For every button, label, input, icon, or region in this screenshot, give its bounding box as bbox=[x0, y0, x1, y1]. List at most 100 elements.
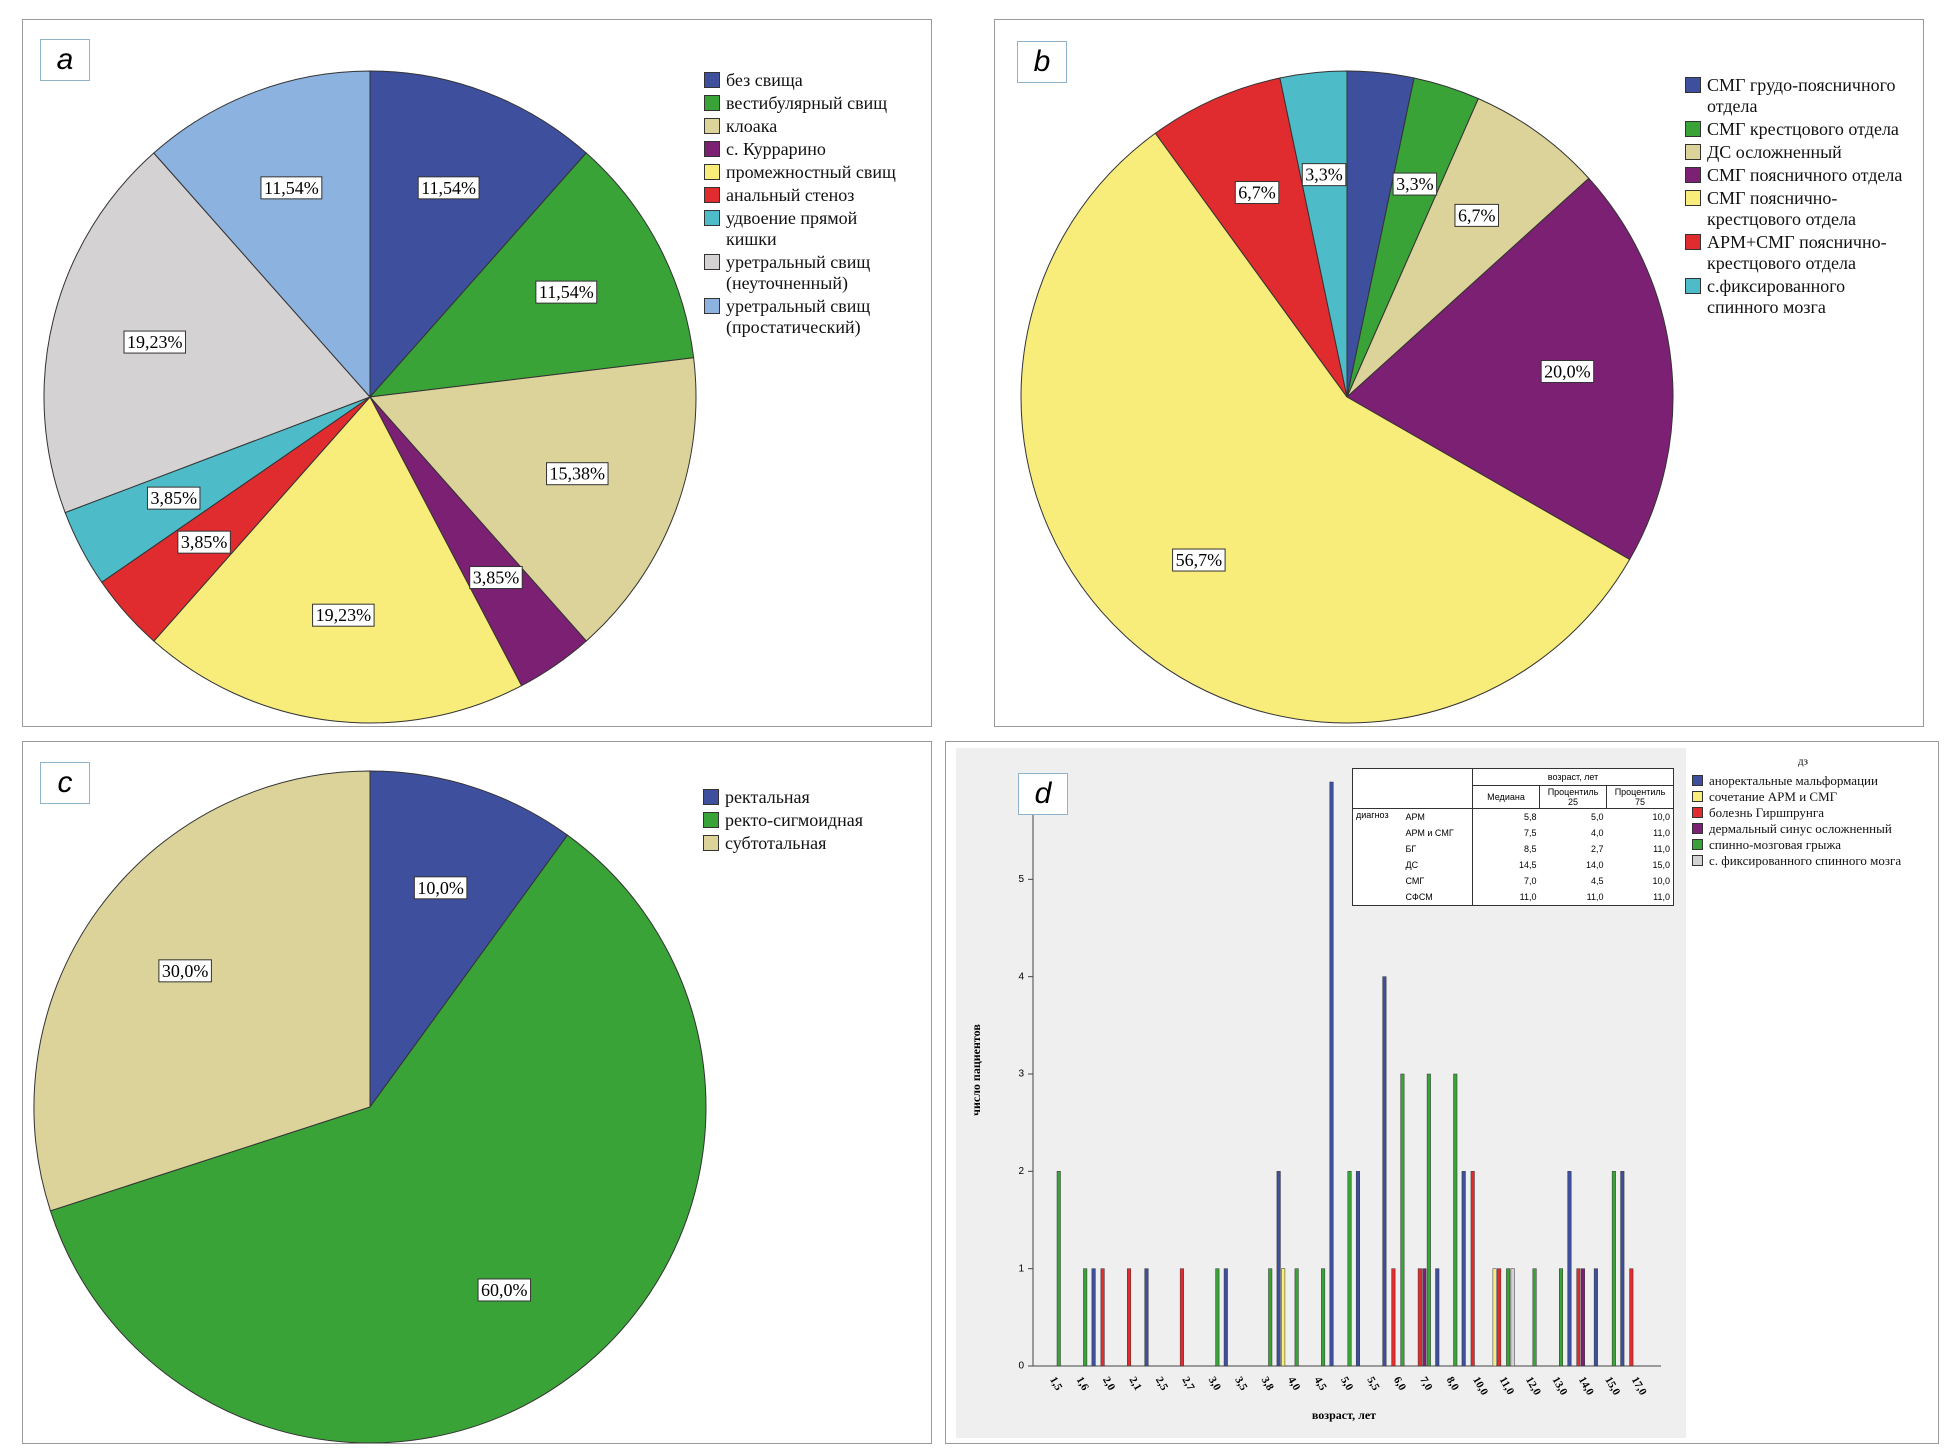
value-label: 15,38% bbox=[550, 464, 606, 484]
table-header: возраст, лет bbox=[1472, 768, 1674, 786]
legend-item: анальный стеноз bbox=[704, 185, 904, 206]
legend-text: промежностный свищ bbox=[726, 162, 896, 182]
panel-label: d bbox=[1018, 773, 1068, 815]
legend-swatch bbox=[704, 298, 720, 314]
bar bbox=[1179, 1268, 1184, 1367]
y-tick-label: 0 bbox=[1018, 1361, 1024, 1372]
value-label: 10,0% bbox=[417, 878, 464, 898]
bar bbox=[1426, 1073, 1431, 1367]
bar bbox=[1461, 1171, 1466, 1367]
value-label-box bbox=[413, 876, 468, 900]
legend-text: сочетание АРМ и СМГ bbox=[1709, 789, 1838, 804]
value-label: 3,3% bbox=[1305, 165, 1343, 185]
legend-swatch bbox=[1692, 839, 1703, 850]
legend-swatch bbox=[1692, 791, 1703, 802]
bar bbox=[1593, 1268, 1598, 1367]
x-axis-label: возраст, лет bbox=[1312, 1408, 1376, 1422]
legend-item: уретральный свищ (неуточненный) bbox=[704, 252, 904, 294]
bar bbox=[1453, 1073, 1458, 1367]
table-cell: 4,5 bbox=[1590, 876, 1604, 886]
legend-item: ректальная bbox=[703, 787, 923, 808]
value-label-box bbox=[312, 603, 375, 627]
legend-swatch bbox=[1685, 234, 1701, 250]
value-label: 6,7% bbox=[1238, 183, 1276, 203]
y-tick-label: 4 bbox=[1018, 971, 1024, 982]
legend-swatch bbox=[1692, 807, 1703, 818]
table-row: СМГ 7,0 4,5 10,0 bbox=[1353, 873, 1674, 889]
legend: СМГ грудо-поясничного отдела СМГ крестцов… bbox=[1685, 75, 1907, 320]
table-cell: 5,8 bbox=[1472, 808, 1540, 825]
legend-item: СМГ пояснично-крестцового отдела bbox=[1685, 188, 1907, 230]
legend-item: субтотальная bbox=[703, 833, 923, 854]
bar bbox=[1497, 1268, 1502, 1367]
legend-item: промежностный свищ bbox=[704, 162, 904, 183]
legend-swatch bbox=[704, 210, 720, 226]
bar bbox=[1127, 1268, 1132, 1367]
legend-swatch bbox=[704, 118, 720, 134]
bar bbox=[1321, 1268, 1326, 1367]
legend-text: анальный стеноз bbox=[726, 185, 855, 205]
value-label-box bbox=[260, 176, 323, 200]
table-row-label: АРМ и СМГ bbox=[1405, 828, 1454, 838]
bar bbox=[1576, 1268, 1581, 1367]
legend-text: ДС осложненный bbox=[1707, 142, 1842, 162]
legend-item: ректо-сигмоидная bbox=[703, 810, 923, 831]
bar bbox=[1435, 1268, 1440, 1367]
legend-swatch bbox=[1685, 121, 1701, 137]
pie-slice bbox=[1346, 97, 1590, 398]
bar bbox=[1347, 1171, 1352, 1367]
panel-b: 3,3% 6,7% 20,0% 56,7% 6,7% 3,3% СМГ грудо-пояс… bbox=[994, 19, 1924, 727]
legend-item: сочетание АРМ и СМГ bbox=[1692, 790, 1936, 804]
bar bbox=[1506, 1268, 1511, 1367]
pie-slice bbox=[49, 834, 707, 1443]
table-row: БГ 8,5 2,7 11,0 bbox=[1353, 841, 1674, 857]
panel-label: a bbox=[40, 39, 90, 81]
table-column-header: Медиана bbox=[1472, 785, 1540, 809]
legend-swatch bbox=[1685, 167, 1701, 183]
table-cell: 8,5 bbox=[1472, 841, 1540, 857]
pie-slice bbox=[1279, 70, 1348, 398]
bar bbox=[1391, 1268, 1396, 1367]
value-label-box bbox=[1172, 548, 1226, 572]
legend-swatch bbox=[1685, 77, 1701, 93]
table-row-label: АРМ bbox=[1405, 812, 1425, 822]
value-label: 11,54% bbox=[421, 178, 476, 198]
value-label-box bbox=[535, 280, 598, 304]
bar bbox=[1100, 1268, 1105, 1367]
value-label-box bbox=[158, 959, 212, 983]
value-label: 30,0% bbox=[162, 961, 209, 981]
legend-swatch bbox=[703, 789, 719, 805]
value-label: 3,85% bbox=[473, 568, 520, 588]
table-cell bbox=[1353, 769, 1473, 786]
legend-item: АРМ+СМГ пояснично-крестцового отдела bbox=[1685, 232, 1907, 274]
bar bbox=[1281, 1268, 1286, 1367]
legend-swatch bbox=[704, 254, 720, 270]
legend-title: дз bbox=[1798, 756, 1808, 768]
legend-text: с.фиксированного спинного мозга bbox=[1707, 276, 1846, 317]
table-row-label: СФСМ bbox=[1405, 892, 1433, 902]
table-row-label: ДС bbox=[1405, 860, 1419, 870]
value-label: 3,85% bbox=[181, 532, 228, 552]
legend-item: с. Куррарино bbox=[704, 139, 904, 160]
bar bbox=[1056, 1171, 1061, 1367]
table-cell: 10,0 bbox=[1652, 812, 1670, 822]
value-label: 3,85% bbox=[150, 488, 197, 508]
pie-slice bbox=[33, 770, 371, 1212]
legend: без свища вестибулярный свищ клоака с. Курр… bbox=[704, 70, 904, 340]
legend-text: с. фиксированного спинного мозга bbox=[1709, 853, 1902, 868]
legend-text: АРМ+СМГ пояснично-крестцового отдела bbox=[1707, 232, 1887, 273]
y-tick-label: 5 bbox=[1018, 874, 1024, 885]
value-label: 19,23% bbox=[127, 332, 183, 352]
legend-item: дермальный синус осложненный bbox=[1692, 822, 1936, 836]
pie-slice bbox=[1020, 132, 1631, 724]
table-cell: 7,5 bbox=[1472, 825, 1540, 841]
value-label-box bbox=[146, 486, 201, 510]
table-cell: 15,0 bbox=[1652, 860, 1670, 870]
table-cell: 10,0 bbox=[1652, 876, 1670, 886]
legend-item: спинно-мозговая грыжа bbox=[1692, 838, 1936, 852]
legend-item: с. фиксированного спинного мозга bbox=[1692, 854, 1936, 868]
table-row: Медиана Процентиль 25 Процентиль 75 bbox=[1352, 785, 1674, 809]
legend-swatch bbox=[703, 835, 719, 851]
value-label: 11,54% bbox=[539, 282, 594, 302]
bar bbox=[1629, 1268, 1634, 1367]
